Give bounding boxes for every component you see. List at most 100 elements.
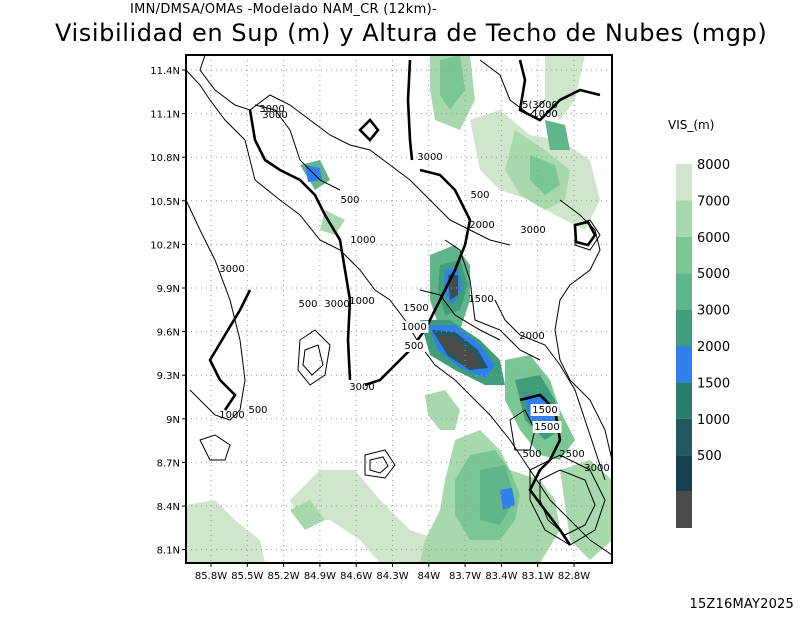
lon-label: 84.9W [304, 571, 336, 582]
contour-label: 2000 [469, 220, 494, 231]
contour-line [509, 409, 536, 451]
contour-label: 500 [404, 341, 423, 352]
contour-label: 1500 [532, 405, 557, 416]
legend-label: 1500 [697, 376, 730, 391]
map-title: Visibilidad en Sup (m) y Altura de Techo… [55, 19, 768, 47]
contour-label: 1000 [219, 410, 244, 421]
contour-label: 500 [522, 449, 541, 460]
legend-label: 7000 [697, 194, 730, 209]
contour-line [369, 456, 389, 474]
vis-region [450, 280, 457, 297]
contour-line [444, 239, 541, 361]
contour-label: 500 [248, 405, 267, 416]
legend-label: 1000 [697, 413, 730, 428]
lat-label: 11.1N [150, 110, 180, 121]
vis-region [436, 335, 480, 368]
legend-swatch [676, 418, 692, 456]
legend-label: 2000 [697, 340, 730, 355]
contour-label: 500 [470, 190, 489, 201]
ceiling-contour [346, 299, 352, 381]
legend-label: 3000 [697, 304, 730, 319]
contour-label: 500 [298, 299, 317, 310]
lon-label: 85.2W [268, 571, 300, 582]
contour-label: 3000 [584, 463, 609, 474]
legend-swatch [676, 346, 692, 383]
vis-region [480, 465, 515, 525]
contour-label: 1000 [401, 322, 426, 333]
lat-label: 10.2N [150, 240, 180, 251]
contour-label-bg [399, 321, 429, 333]
contour-line [302, 344, 324, 376]
ceiling-contour [406, 59, 414, 161]
lat-label: 8.7N [157, 458, 180, 469]
lat-label: 9.9N [157, 284, 180, 295]
contour-label: 1000 [350, 235, 375, 246]
legend-swatch [676, 455, 692, 492]
lon-label: 84W [417, 571, 440, 582]
contour-label: 1500 [403, 303, 428, 314]
contour-line [199, 434, 231, 461]
contour-label: 3000 [259, 104, 284, 115]
contour-label: 3000 [219, 264, 244, 275]
coastline [186, 199, 246, 421]
ceiling-contour [358, 118, 380, 142]
map-subtitle: IMN/DMSA/OMAs -Modelado NAM_CR (12km)- [130, 2, 437, 17]
vis-region [290, 500, 325, 530]
vis-region [290, 470, 470, 563]
ceiling-contour [208, 289, 252, 411]
longitude-axis: 85.8W 85.5W 85.2W 84.9W 84.6W 84.3W 84W 83.7W 83… [195, 563, 590, 582]
vis-region [500, 488, 515, 510]
lat-label: 10.5N [150, 197, 180, 208]
legend-label: 500 [697, 449, 722, 464]
contour-label-bg [401, 302, 431, 314]
vis-region [545, 120, 570, 150]
lon-label: 84.3W [376, 571, 408, 582]
legend-label: 8000 [697, 158, 730, 173]
lon-label: 85.5W [231, 571, 263, 582]
legend-label: 5000 [697, 267, 730, 282]
legend-swatch [676, 164, 692, 201]
ceiling-contours [208, 59, 601, 546]
contour-line [297, 329, 331, 386]
contour-line [254, 104, 341, 191]
legend-swatch [676, 273, 692, 310]
ceiling-contour [364, 199, 472, 387]
legend-title: VIS_(m) [668, 118, 714, 132]
lat-label: 11.4N [150, 66, 180, 77]
legend-label: 6000 [697, 231, 730, 246]
vis-region [186, 500, 265, 563]
lon-label: 83.1W [522, 571, 554, 582]
contour-label: 3000 [417, 152, 442, 163]
graticule [186, 55, 612, 563]
lat-label: 10.8N [150, 153, 180, 164]
vis-region [425, 390, 460, 430]
contour-label: 500 [340, 195, 359, 206]
latitude-axis: 11.4N 11.1N 10.8N 10.5N 10.2N 9.9N 9.6N 9.3N 9N 8… [150, 66, 186, 557]
ceiling-contour [419, 168, 462, 201]
legend: 8000 7000 6000 5000 3000 2000 1500 1000 500 [676, 158, 730, 528]
lon-label: 82.8W [558, 571, 590, 582]
legend-swatch [676, 491, 692, 528]
contour-label: 2000 [519, 331, 544, 342]
contour-label-bg [402, 340, 426, 352]
lon-label: 83.4W [485, 571, 517, 582]
ceiling-contour [518, 59, 601, 122]
vis-region [440, 55, 465, 110]
contour-label: 1500 [468, 294, 493, 305]
contour-label: 3000 [262, 110, 287, 121]
valid-time: 15Z16MAY2025 [689, 597, 794, 612]
legend-swatch [676, 200, 692, 237]
legend-swatch [676, 236, 692, 274]
lat-label: 8.1N [157, 546, 180, 557]
map-frame [185, 54, 613, 564]
contour-label: 2500 [559, 449, 584, 460]
contour-label: 3000 [349, 382, 374, 393]
lat-label: 8.4N [157, 502, 180, 513]
coastline [494, 299, 606, 481]
coastlines [186, 55, 612, 556]
contour-line [529, 454, 606, 546]
lat-label: 9N [166, 415, 180, 426]
contour-label: 3000 [324, 299, 349, 310]
contour-label-bg [530, 404, 560, 416]
